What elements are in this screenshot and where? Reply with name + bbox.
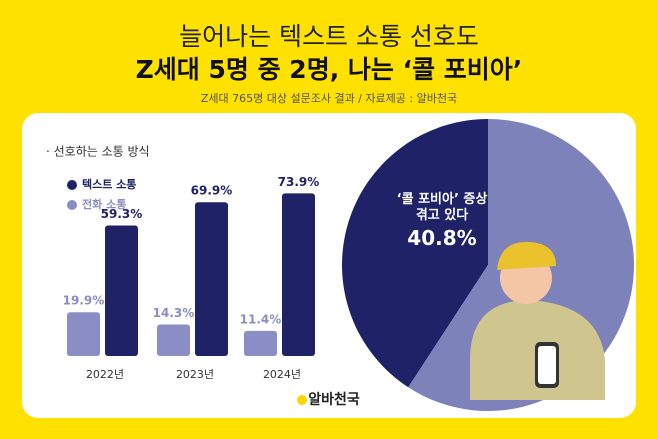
headline: Z세대 5명 중 2명, 나는 ‘콜 포비아’ xyxy=(136,55,523,84)
value-label: 73.9% xyxy=(278,175,320,189)
bar xyxy=(282,193,315,356)
logo: 알바천국 xyxy=(308,392,360,408)
illustration xyxy=(470,241,605,400)
pie-value-label: 40.8% xyxy=(407,226,477,250)
legend-swatch xyxy=(67,200,77,210)
pie-slice xyxy=(342,119,488,388)
source: Z세대 765명 대상 설문조사 결과 / 자료제공 : 알바천국 xyxy=(201,91,457,105)
value-label: 59.3% xyxy=(101,207,143,221)
bar xyxy=(244,330,277,356)
bar xyxy=(195,202,228,356)
bar xyxy=(105,225,138,356)
value-label: 69.9% xyxy=(191,184,233,198)
bar-chart-title: · 선호하는 소통 방식 xyxy=(46,145,150,159)
pie-category: ‘콜 포비아’ 증상 겪고 있다 xyxy=(396,192,488,223)
legend-swatch xyxy=(67,180,77,190)
pie-label: ‘콜 포비아’ 증상 겪고 있다 40.8% xyxy=(392,192,492,252)
x-tick-label: 2022년 xyxy=(86,368,124,381)
value-label: 14.3% xyxy=(153,306,195,320)
value-label: 11.4% xyxy=(240,312,282,326)
bar xyxy=(67,312,100,356)
legend-label: 전화 소통 xyxy=(82,197,126,211)
value-label: 19.9% xyxy=(63,294,105,308)
bar xyxy=(157,324,190,356)
logo-icon xyxy=(297,395,307,405)
legend-label: 텍스트 소통 xyxy=(82,177,136,191)
x-tick-label: 2024년 xyxy=(263,368,301,381)
title: 늘어나는 텍스트 소통 선호도 xyxy=(179,22,479,51)
x-tick-label: 2023년 xyxy=(176,368,214,381)
